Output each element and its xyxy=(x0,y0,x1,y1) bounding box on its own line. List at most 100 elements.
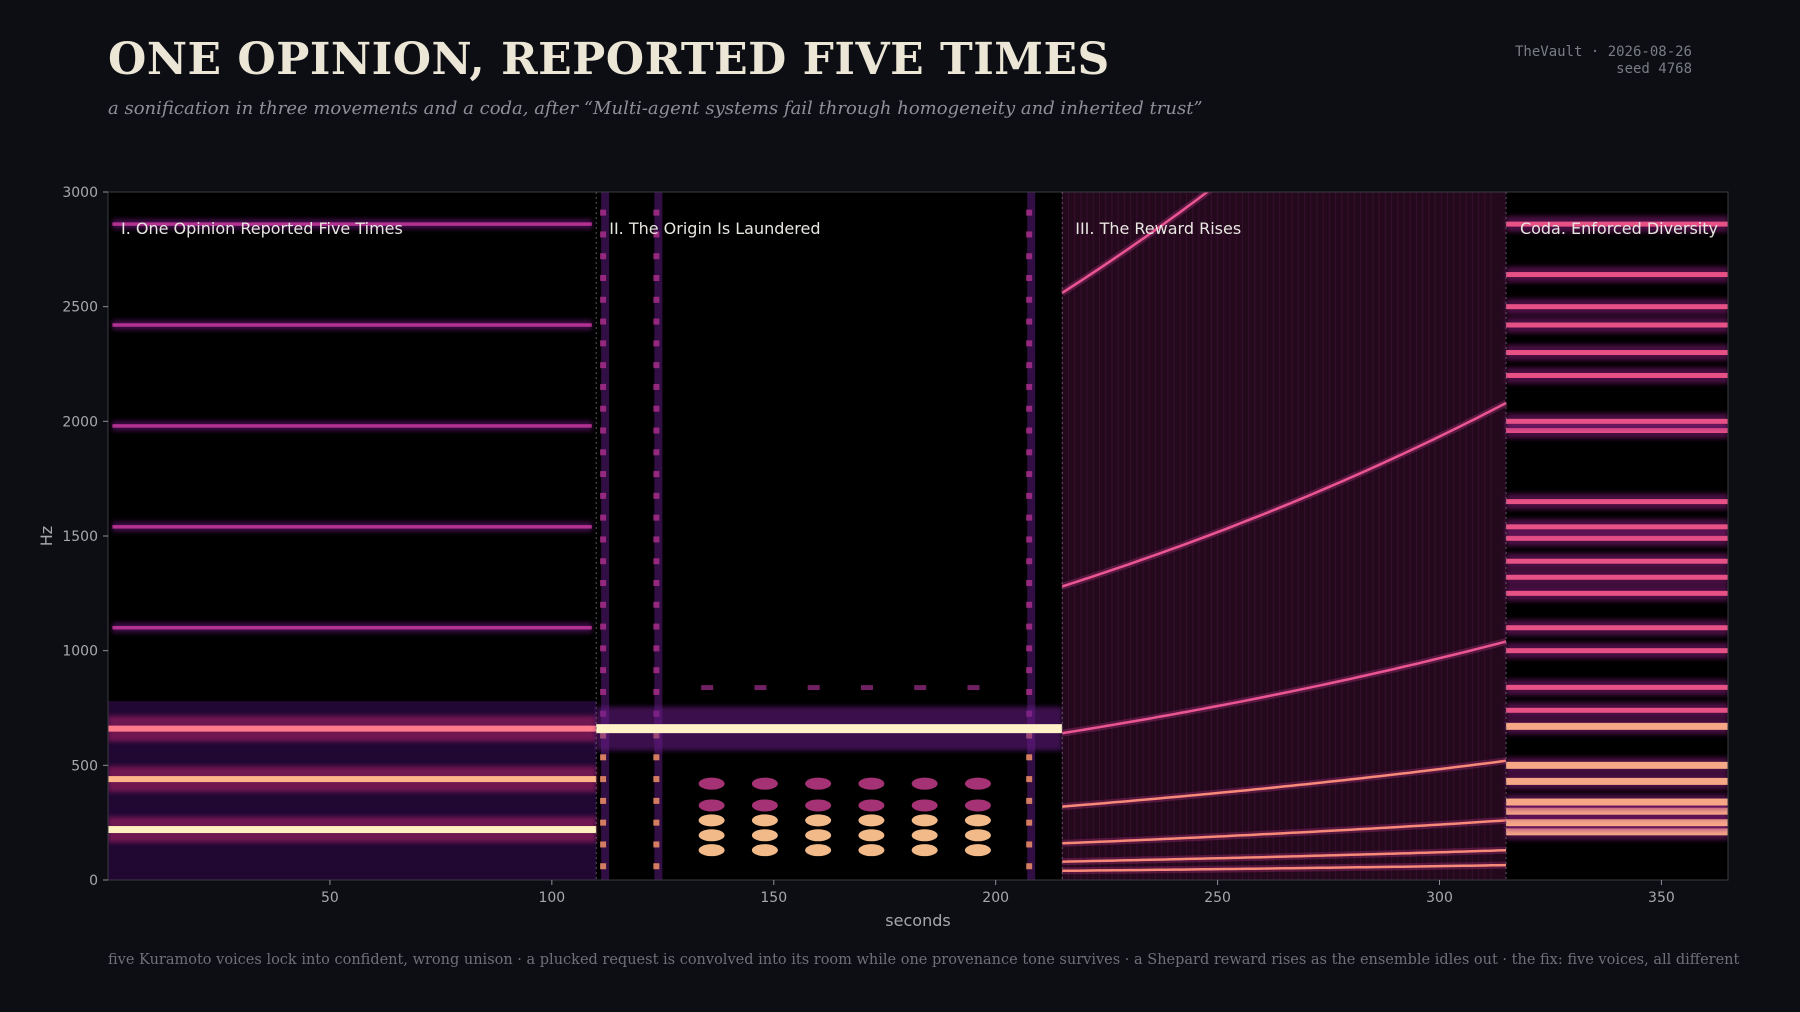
mvt2-room-blip xyxy=(1026,405,1033,412)
mvt2-room-blip xyxy=(653,688,660,695)
mvt2-pluck xyxy=(858,829,885,842)
mvt2-pluck xyxy=(751,799,778,812)
mvt2-pluck xyxy=(698,799,725,812)
coda-voice-1320 xyxy=(1506,574,1728,580)
mvt2-pluck xyxy=(805,777,832,790)
meta-seed: seed 4768 xyxy=(1616,61,1692,77)
mvt2-room-blip xyxy=(653,667,660,674)
mvt2-room-blip xyxy=(1026,776,1033,783)
y-tick-label: 2500 xyxy=(62,300,98,316)
mvt2-pluck xyxy=(858,814,885,827)
y-tick-label: 500 xyxy=(71,758,98,774)
mvt2-pluck xyxy=(751,777,778,790)
mvt2-room-blip xyxy=(653,754,660,761)
mvt2-pluck xyxy=(911,777,938,790)
mvt2-room-blip xyxy=(1026,492,1033,499)
mvt2-room-blip xyxy=(653,623,660,630)
x-tick-label: 350 xyxy=(1648,890,1675,906)
mvt2-room-blip xyxy=(1026,536,1033,543)
mvt2-room-blip xyxy=(600,340,607,347)
y-tick-label: 1000 xyxy=(62,644,98,660)
mvt2-room-blip xyxy=(653,863,660,870)
coda-voice-430 xyxy=(1506,777,1728,785)
meta-source-date: TheVault · 2026-08-26 xyxy=(1514,44,1692,60)
mvt2-pluck xyxy=(964,799,991,812)
mvt2-room-blip xyxy=(1026,362,1033,369)
coda-voice-2200 xyxy=(1506,372,1728,378)
mvt1-faint-partial-1540 xyxy=(112,525,592,529)
mvt2-pluck xyxy=(805,799,832,812)
y-tick-label: 0 xyxy=(89,873,98,889)
mvt2-room-blip xyxy=(1026,645,1033,652)
mvt2-pluck-echo xyxy=(807,685,820,691)
mvt2-room-blip xyxy=(653,362,660,369)
mvt3-shepard-glide xyxy=(1062,819,1507,845)
mvt3-noise-bed xyxy=(1062,192,1507,880)
mvt3-shepard-glide xyxy=(1062,759,1507,808)
mvt2-room-blip xyxy=(600,536,607,543)
mvt2-room-blip xyxy=(653,797,660,804)
mvt2-pluck xyxy=(858,844,885,857)
mvt2-room-blip xyxy=(600,819,607,826)
mvt2-pluck-echo xyxy=(967,685,980,691)
coda-voice-670 xyxy=(1506,722,1728,730)
page-title: ONE OPINION, REPORTED FIVE TIMES xyxy=(108,34,1110,85)
mvt3-shepard-glide xyxy=(1061,401,1507,588)
mvt2-room-blip xyxy=(600,841,607,848)
mvt2-room-blip xyxy=(653,275,660,281)
mvt2-pluck xyxy=(964,829,991,842)
mvt2-provenance-tone xyxy=(596,724,1063,734)
mvt2-room-blip xyxy=(1026,427,1033,434)
mvt2-pluck-echo xyxy=(860,685,873,691)
mvt2-room-blip xyxy=(1026,601,1033,608)
mvt2-room-blip xyxy=(653,580,660,587)
mvt2-room-blip xyxy=(1026,383,1033,390)
mvt2-room-blip xyxy=(1026,253,1033,260)
coda-voice-210 xyxy=(1506,828,1728,836)
x-tick-label: 150 xyxy=(760,890,787,906)
mvt1-faint-partial-2860 xyxy=(112,222,592,226)
mvt2-room-blip xyxy=(600,558,607,565)
mvt2-room-blip xyxy=(600,471,607,478)
x-tick-label: 50 xyxy=(321,890,339,906)
plot-marks xyxy=(108,192,1728,880)
mvt2-pluck xyxy=(911,814,938,827)
coda-voice-840 xyxy=(1506,684,1728,690)
mvt2-room-blip xyxy=(1026,667,1033,674)
mvt2-room-blip xyxy=(600,492,607,499)
mvt2-room-blip xyxy=(600,514,607,521)
mvt2-room-blip xyxy=(600,754,607,761)
mvt2-pluck xyxy=(751,844,778,857)
segment-label: III. The Reward Rises xyxy=(1075,219,1241,238)
mvt2-room-blip xyxy=(653,318,660,325)
mvt1-partial-220 xyxy=(108,826,597,834)
mvt2-room-blip xyxy=(600,275,607,281)
coda-voice-1540 xyxy=(1506,524,1728,530)
mvt2-room-blip xyxy=(1026,318,1033,325)
mvt2-pluck xyxy=(698,814,725,827)
mvt3-shepard-glide xyxy=(1061,192,1210,294)
mvt2-room-blip xyxy=(600,405,607,412)
mvt2-room-column-208 xyxy=(1027,192,1036,880)
mvt2-pluck-echo xyxy=(914,685,927,691)
mvt2-room-blip xyxy=(1026,819,1033,826)
coda-voice-1390 xyxy=(1506,558,1728,564)
mvt2-room-blip xyxy=(1026,623,1033,630)
mvt2-pluck xyxy=(751,829,778,842)
mvt2-room-blip xyxy=(600,863,607,870)
coda-voice-2420 xyxy=(1506,322,1728,328)
mvt2-room-blip xyxy=(600,623,607,630)
mvt2-room-blip xyxy=(600,645,607,652)
mvt2-pluck xyxy=(698,777,725,790)
mvt2-room-blip xyxy=(653,405,660,412)
mvt2-pluck xyxy=(858,777,885,790)
mvt2-room-blip xyxy=(600,797,607,804)
mvt1-faint-partial-2420 xyxy=(112,323,592,327)
x-tick-label: 300 xyxy=(1426,890,1453,906)
mvt2-room-blip xyxy=(600,362,607,369)
mvt2-room-blip xyxy=(1026,863,1033,870)
mvt2-room-blip xyxy=(1026,754,1033,761)
mvt2-room-blip xyxy=(653,776,660,783)
mvt2-room-blip xyxy=(653,645,660,652)
mvt2-pluck xyxy=(911,799,938,812)
